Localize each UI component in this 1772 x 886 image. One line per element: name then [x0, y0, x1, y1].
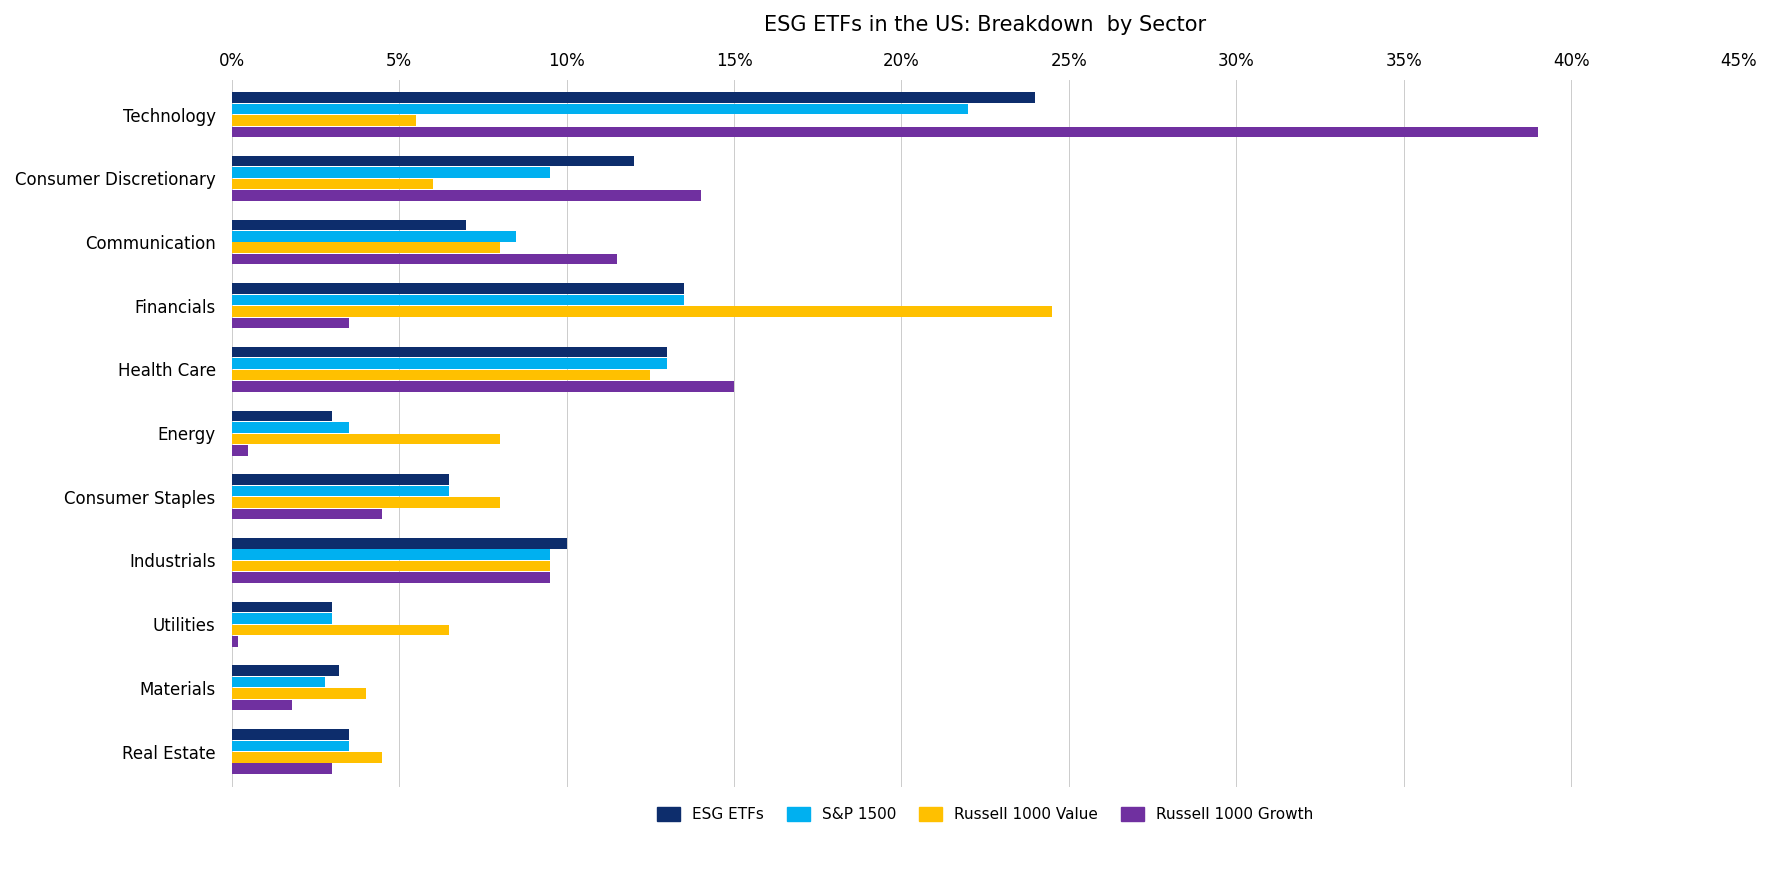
Bar [232, 665, 338, 676]
Bar [232, 729, 349, 740]
Bar [232, 307, 1053, 316]
Bar [232, 486, 450, 496]
Bar [232, 347, 666, 357]
Bar [232, 636, 239, 647]
Bar [232, 190, 700, 201]
Bar [232, 284, 684, 294]
Bar [232, 625, 450, 635]
Bar [232, 369, 650, 380]
Bar [232, 497, 500, 508]
Bar [232, 752, 383, 763]
Bar [232, 613, 331, 624]
Bar [232, 318, 349, 328]
Bar [232, 220, 466, 230]
Bar [232, 572, 549, 583]
Bar [232, 602, 331, 612]
Bar [232, 295, 684, 306]
Bar [232, 549, 549, 560]
Bar [232, 359, 666, 369]
Bar [232, 538, 567, 548]
Bar [232, 127, 1538, 137]
Bar [232, 381, 734, 392]
Bar [232, 445, 248, 455]
Legend: ESG ETFs, S&P 1500, Russell 1000 Value, Russell 1000 Growth: ESG ETFs, S&P 1500, Russell 1000 Value, … [650, 801, 1320, 828]
Bar [232, 410, 331, 421]
Bar [232, 156, 634, 167]
Bar [232, 167, 549, 178]
Bar [232, 254, 617, 265]
Bar [232, 422, 349, 432]
Bar [232, 92, 1035, 103]
Title: ESG ETFs in the US: Breakdown  by Sector: ESG ETFs in the US: Breakdown by Sector [764, 15, 1207, 35]
Bar [232, 179, 432, 190]
Bar [232, 677, 326, 688]
Bar [232, 764, 331, 774]
Bar [232, 688, 365, 699]
Bar [232, 474, 450, 485]
Bar [232, 509, 383, 519]
Bar [232, 104, 969, 114]
Bar [232, 561, 549, 571]
Bar [232, 115, 416, 126]
Bar [232, 433, 500, 444]
Bar [232, 741, 349, 751]
Bar [232, 700, 292, 711]
Bar [232, 243, 500, 253]
Bar [232, 231, 516, 242]
